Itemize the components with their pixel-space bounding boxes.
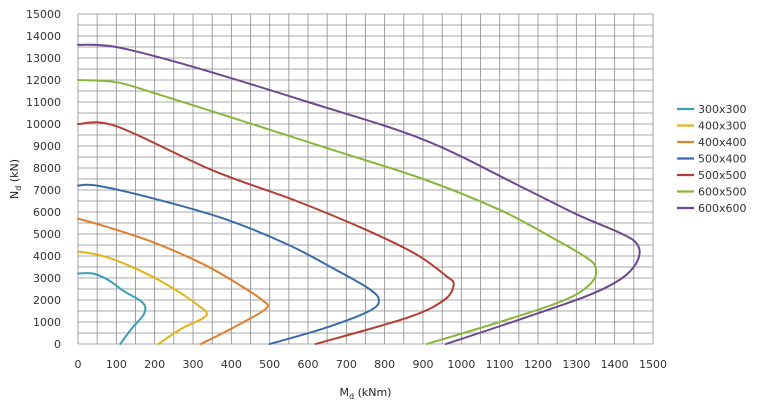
x-tick-label: 1000 <box>447 358 475 371</box>
x-tick-label: 800 <box>374 358 395 371</box>
x-tick-label: 500 <box>259 358 280 371</box>
grid <box>77 13 654 345</box>
y-tick-label: 6000 <box>33 206 61 219</box>
legend: 300x300 400x300 400x400 500x400 500x500 600x5… <box>677 103 747 215</box>
x-axis-label-unit: (kNm) <box>354 386 391 399</box>
series-line-500x500 <box>77 121 455 345</box>
y-tick-label: 3000 <box>33 272 61 285</box>
x-axis-ticks: 0 100 200 300 400 500 600 700 800 900 1000 1100 1200… <box>75 358 668 371</box>
x-axis-label-sub: d <box>349 392 354 401</box>
x-tick-label: 1300 <box>562 358 590 371</box>
y-axis-label-sub: d <box>14 186 23 191</box>
y-axis-label: Nd (kN) <box>8 159 23 199</box>
legend-label: 400x400 <box>698 136 747 149</box>
y-axis-ticks: 0 1000 2000 3000 4000 5000 6000 7000 8000 9000 100… <box>26 8 61 351</box>
series-line-400x400 <box>77 217 270 345</box>
y-tick-label: 7000 <box>33 184 61 197</box>
x-tick-label: 900 <box>413 358 434 371</box>
x-tick-label: 1100 <box>486 358 514 371</box>
legend-label: 400x300 <box>698 120 747 133</box>
y-tick-label: 5000 <box>33 228 61 241</box>
plot-area <box>77 43 641 345</box>
legend-label: 600x600 <box>698 202 747 215</box>
x-tick-label: 1400 <box>601 358 629 371</box>
x-tick-label: 200 <box>144 358 165 371</box>
y-tick-label: 11000 <box>26 96 61 109</box>
x-axis-label: Md (kNm) <box>340 386 392 401</box>
x-tick-label: 700 <box>336 358 357 371</box>
y-tick-label: 9000 <box>33 140 61 153</box>
x-tick-label: 1500 <box>639 358 667 371</box>
y-tick-label: 10000 <box>26 118 61 131</box>
y-axis-label-main: N <box>8 191 21 199</box>
x-tick-label: 100 <box>106 358 127 371</box>
x-tick-label: 600 <box>298 358 319 371</box>
legend-label: 600x500 <box>698 186 747 199</box>
x-axis-label-main: M <box>340 386 350 399</box>
y-axis-label-unit: (kN) <box>8 159 21 186</box>
x-tick-label: 0 <box>75 358 82 371</box>
y-tick-label: 4000 <box>33 250 61 263</box>
x-tick-label: 1200 <box>524 358 552 371</box>
y-tick-label: 1000 <box>33 316 61 329</box>
series-line-300x300 <box>77 272 147 345</box>
y-tick-label: 12000 <box>26 74 61 87</box>
series-line-600x600 <box>77 43 641 345</box>
y-tick-label: 2000 <box>33 294 61 307</box>
series-line-400x300 <box>77 250 208 345</box>
y-tick-label: 8000 <box>33 162 61 175</box>
y-tick-label: 15000 <box>26 8 61 21</box>
series-line-600x500 <box>77 79 598 345</box>
legend-label: 500x400 <box>698 153 747 166</box>
x-tick-label: 300 <box>183 358 204 371</box>
legend-label: 500x500 <box>698 169 747 182</box>
legend-label: 300x300 <box>698 103 747 116</box>
series-line-500x400 <box>77 183 380 345</box>
y-tick-label: 13000 <box>26 52 61 65</box>
y-tick-label: 14000 <box>26 30 61 43</box>
x-tick-label: 400 <box>221 358 242 371</box>
y-tick-label: 0 <box>54 338 61 351</box>
